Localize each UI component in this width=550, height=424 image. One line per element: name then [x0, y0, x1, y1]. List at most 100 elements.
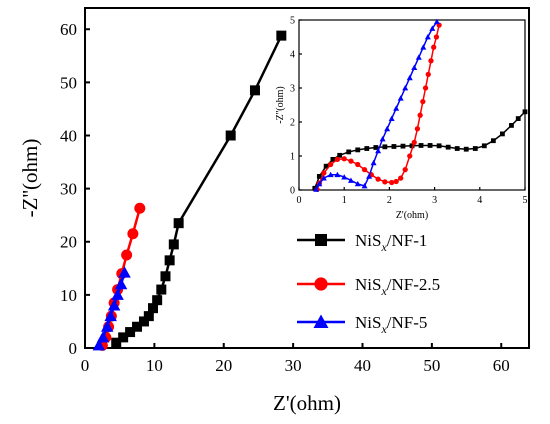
inset-data-point: [414, 126, 421, 132]
legend-label: NiSx/NF-1: [355, 231, 427, 254]
inset-data-point: [382, 179, 388, 185]
inset-data-point: [348, 158, 354, 164]
x-axis-title: Z'(ohm): [273, 391, 341, 415]
inset-data-point: [436, 143, 442, 149]
inset-data-point: [445, 144, 451, 150]
legend-label: NiSx/NF-2.5: [355, 275, 440, 298]
inset-data-point: [321, 170, 327, 176]
inset-data-point: [346, 149, 352, 155]
legend-label: NiSx/NF-5: [355, 313, 427, 336]
inset-y-tick-label: 4: [290, 50, 295, 61]
data-point: [107, 299, 121, 311]
inset-data-point: [330, 157, 336, 162]
inset-data-point: [411, 139, 417, 146]
series-square: [111, 30, 287, 348]
x-tick-label: 40: [354, 356, 371, 375]
inset-data-point: [364, 146, 370, 151]
inset-y-tick-label: 5: [290, 16, 295, 27]
inset-data-point: [393, 105, 400, 111]
inset-series-triangle: [313, 18, 440, 192]
y-axis-title: -Z''(ohm): [18, 139, 42, 218]
x-tick-label: 0: [81, 356, 90, 375]
data-point: [152, 295, 163, 306]
inset-x-tick-label: 1: [342, 195, 347, 206]
inset-data-point: [370, 159, 377, 166]
inset-x-tick-label: 5: [523, 195, 528, 206]
inset-data-point: [373, 145, 379, 150]
y-tick-label: 30: [60, 180, 77, 199]
inset-data-point: [375, 147, 382, 154]
inset-data-point: [433, 34, 440, 40]
data-point: [276, 30, 287, 41]
inset-data-point: [400, 143, 406, 149]
inset-y-tick-label: 3: [290, 84, 295, 95]
inset-data-point: [402, 166, 408, 173]
data-point: [156, 284, 167, 295]
inset-data-point: [407, 153, 413, 159]
x-tick-label: 50: [423, 356, 440, 375]
data-point: [249, 85, 260, 96]
inset-data-point: [388, 115, 395, 121]
inset-data-point: [328, 161, 334, 168]
inset-data-point: [355, 147, 361, 153]
data-point: [92, 339, 106, 351]
inset-data-point: [391, 144, 397, 149]
inset-x-tick-label: 4: [477, 195, 482, 206]
data-point: [111, 288, 124, 300]
inset-data-point: [398, 175, 404, 181]
inset-data-point: [418, 143, 424, 148]
inset-data-point: [428, 58, 434, 64]
inset-data-point: [323, 163, 329, 169]
inset-data-point: [420, 44, 427, 50]
data-point: [111, 337, 122, 348]
inset-data-point: [427, 143, 433, 148]
data-point: [147, 303, 158, 314]
x-tick-label: 60: [493, 356, 510, 375]
data-point: [173, 218, 184, 229]
inset-data-point: [334, 156, 341, 163]
inset-data-point: [361, 182, 368, 189]
inset-data-point: [341, 156, 347, 162]
inset-data-point: [420, 98, 426, 105]
inset-data-point: [366, 173, 373, 179]
y-tick-label: 10: [60, 286, 77, 305]
data-point: [225, 130, 236, 141]
data-point: [118, 266, 131, 278]
inset-data-point: [375, 176, 381, 182]
plot-frame: [84, 7, 530, 349]
main-plot: 0 10 20 30 40 50 600102030405060Z'(ohm)-Z''(oh…: [18, 7, 530, 415]
inset-data-point: [347, 177, 354, 183]
inset-data-point: [411, 64, 418, 70]
inset-y-tick-label: 1: [290, 152, 295, 163]
data-point: [164, 255, 175, 266]
inset-y-axis-title: -Z''(ohm): [275, 86, 286, 123]
inset-x-tick-label: 3: [432, 195, 437, 206]
y-tick-label: 60: [60, 20, 77, 39]
y-tick-label: 50: [60, 73, 77, 92]
x-tick-label: 20: [215, 356, 232, 375]
data-point: [168, 239, 179, 250]
inset-data-point: [334, 171, 341, 178]
inset-data-point: [327, 171, 334, 178]
inset-data-point: [406, 74, 413, 81]
inset-x-tick-label: 2: [387, 195, 392, 206]
legend-marker-triangle: [313, 314, 329, 328]
inset-data-point: [316, 180, 323, 187]
data-point: [96, 331, 110, 343]
inset-x-axis-title: Z'(ohm): [396, 210, 428, 221]
x-tick-label: 30: [285, 356, 302, 375]
data-point: [160, 271, 171, 282]
data-point: [118, 332, 129, 343]
data-point: [100, 320, 114, 332]
inset-data-point: [402, 85, 409, 91]
inset-data-point: [313, 186, 320, 192]
data-point: [114, 278, 128, 290]
inset-data-point: [337, 152, 343, 158]
data-point: [127, 228, 139, 240]
inset-data-point: [382, 144, 388, 150]
inset-x-tick-label: 0: [297, 195, 302, 206]
inset-data-point: [355, 161, 361, 168]
inset-data-point: [316, 174, 322, 179]
inset-data-point: [422, 85, 429, 91]
